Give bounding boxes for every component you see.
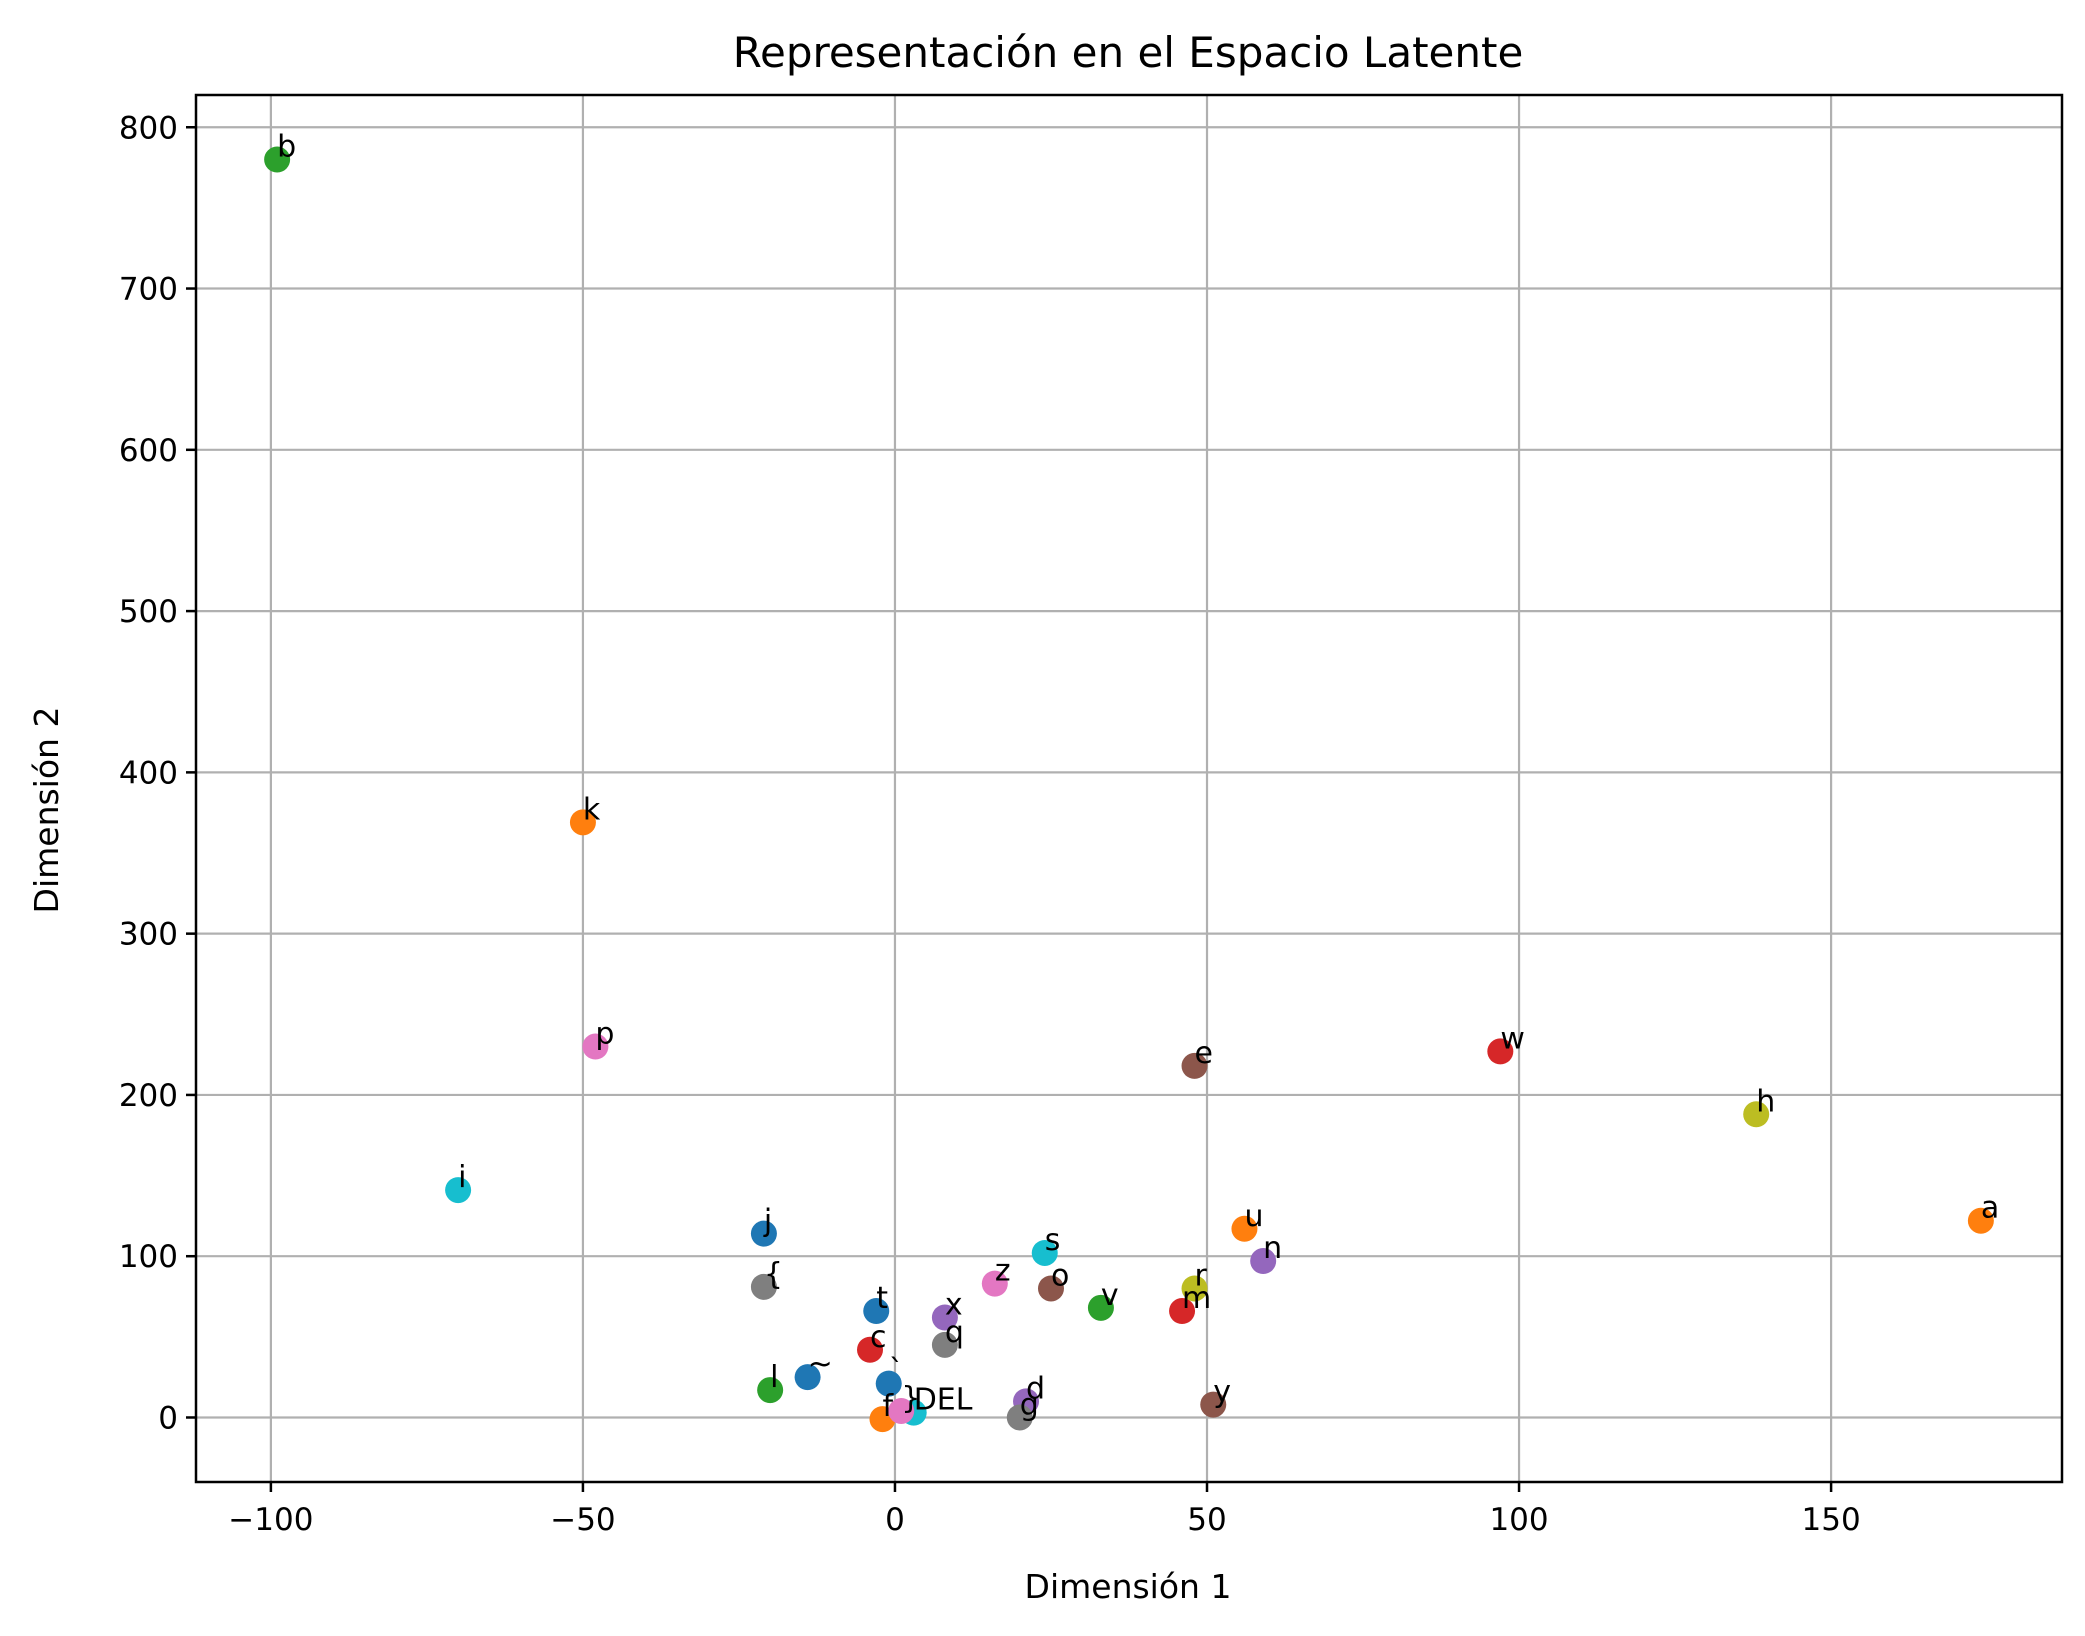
x-tick-label: 150 bbox=[1802, 1502, 1861, 1538]
point-label-17: s bbox=[1045, 1223, 1061, 1258]
x-axis-label: Dimensión 1 bbox=[1025, 1567, 1232, 1606]
point-label-24: e bbox=[1195, 1036, 1213, 1071]
y-tick-label: 600 bbox=[119, 433, 178, 469]
point-3 bbox=[582, 1033, 609, 1060]
point-label-23: r bbox=[1195, 1258, 1208, 1293]
point-30 bbox=[1967, 1207, 1994, 1234]
x-tick-label: 100 bbox=[1489, 1502, 1548, 1538]
y-tick-label: 0 bbox=[158, 1400, 178, 1436]
point-label-19: d bbox=[1026, 1371, 1045, 1406]
point-24 bbox=[1181, 1052, 1208, 1079]
data-points bbox=[264, 146, 1994, 1433]
point-1 bbox=[264, 146, 291, 173]
point-28 bbox=[1487, 1038, 1514, 1065]
point-label-22: m bbox=[1182, 1281, 1211, 1316]
point-17 bbox=[1031, 1239, 1058, 1266]
point-label-28: w bbox=[1500, 1021, 1525, 1056]
plot-frame bbox=[194, 93, 2064, 1484]
point-9 bbox=[857, 1336, 884, 1363]
point-label-29: h bbox=[1756, 1084, 1775, 1119]
point-label-14: x bbox=[945, 1287, 963, 1322]
point-label-7: l bbox=[770, 1360, 778, 1395]
point-25 bbox=[1231, 1215, 1258, 1242]
point-label-20: g bbox=[1020, 1387, 1039, 1422]
point-18 bbox=[1037, 1275, 1064, 1302]
point-label-21: v bbox=[1101, 1278, 1119, 1313]
point-7 bbox=[757, 1377, 784, 1404]
point-15 bbox=[931, 1331, 958, 1358]
point-2 bbox=[569, 809, 596, 836]
point-label-26: n bbox=[1263, 1231, 1282, 1266]
y-tick-label: 100 bbox=[119, 1239, 178, 1275]
y-tick-label: 400 bbox=[119, 755, 178, 791]
y-axis-label: Dimensión 2 bbox=[27, 707, 66, 914]
point-5 bbox=[750, 1220, 777, 1247]
point-22 bbox=[1169, 1298, 1196, 1325]
y-tick-label: 300 bbox=[119, 917, 178, 953]
point-label-5: j bbox=[763, 1204, 772, 1239]
point-8 bbox=[794, 1364, 821, 1391]
point-label-4: i bbox=[458, 1160, 466, 1195]
x-tick-label: 50 bbox=[1187, 1502, 1226, 1538]
y-tick-label: 500 bbox=[119, 594, 178, 630]
point-26 bbox=[1250, 1248, 1277, 1275]
point-label-11: ` bbox=[889, 1354, 904, 1389]
point-23 bbox=[1181, 1275, 1208, 1302]
point-label-10: t bbox=[876, 1281, 888, 1316]
y-tick-label: 700 bbox=[119, 272, 178, 308]
point-label-8: ~ bbox=[808, 1347, 833, 1382]
point-20 bbox=[1006, 1404, 1033, 1431]
y-tick-label: 800 bbox=[119, 110, 178, 146]
point-16 bbox=[981, 1270, 1008, 1297]
point-label-15: q bbox=[945, 1315, 964, 1350]
point-label-1: b bbox=[277, 130, 296, 165]
point-label-25: u bbox=[1244, 1199, 1263, 1234]
point-label-6: { bbox=[764, 1257, 783, 1292]
point-label-3: p bbox=[595, 1017, 614, 1052]
point-6 bbox=[750, 1273, 777, 1300]
x-tick-label: 0 bbox=[885, 1502, 905, 1538]
point-label-2: k bbox=[583, 792, 601, 827]
point-27 bbox=[1200, 1391, 1227, 1418]
point-label-30: a bbox=[1981, 1191, 1999, 1226]
point-4 bbox=[445, 1177, 472, 1204]
point-14 bbox=[931, 1304, 958, 1331]
point-label-9: c bbox=[870, 1320, 887, 1355]
point-29 bbox=[1743, 1101, 1770, 1128]
x-tick-label: −100 bbox=[228, 1502, 313, 1538]
point-10 bbox=[863, 1298, 890, 1325]
point-label-18: o bbox=[1051, 1258, 1069, 1293]
point-11 bbox=[875, 1370, 902, 1397]
grid bbox=[196, 95, 2062, 1482]
axis-ticks: −100 −50 0 50 100 150 0 100 200 300 400 500 600 700 80… bbox=[119, 110, 1861, 1538]
point-13 bbox=[888, 1398, 915, 1425]
y-tick-label: 200 bbox=[119, 1078, 178, 1114]
chart-title: Representación en el Espacio Latente bbox=[733, 28, 1524, 77]
x-tick-label: −50 bbox=[550, 1502, 615, 1538]
point-label-16: z bbox=[995, 1254, 1011, 1289]
point-21 bbox=[1087, 1294, 1114, 1321]
point-label-12: f bbox=[882, 1389, 894, 1424]
point-label-27: y bbox=[1213, 1375, 1231, 1410]
point-label-13: } bbox=[901, 1381, 920, 1416]
point-label-0: DEL bbox=[914, 1383, 973, 1418]
